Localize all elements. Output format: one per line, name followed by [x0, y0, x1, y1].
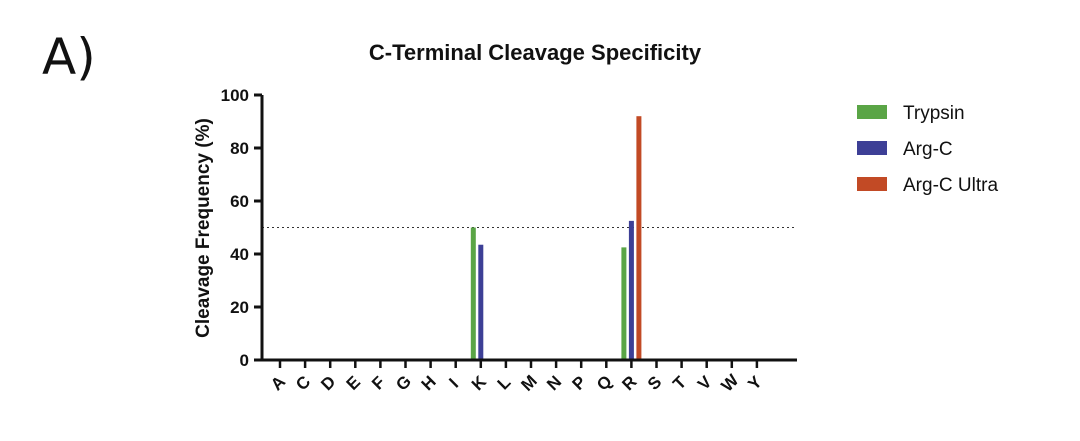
x-tick-label-p: P	[569, 372, 590, 393]
x-tick-label-a: A	[267, 372, 289, 394]
bar-arg-c-k	[478, 244, 484, 360]
y-axis-label: Cleavage Frequency (%)	[193, 118, 214, 338]
x-tick-label-q: Q	[593, 372, 616, 395]
x-tick-label-f: F	[368, 373, 389, 394]
legend-label-trypsin: Trypsin	[903, 103, 965, 124]
x-tick-label-v: V	[694, 372, 716, 394]
bar-trypsin-r	[621, 247, 627, 360]
legend-swatch-arg-c-ultra	[857, 177, 887, 191]
legend-label-arg-c: Arg-C	[903, 139, 953, 160]
x-tick-label-c: C	[292, 372, 314, 394]
y-tick-label-80: 80	[230, 139, 249, 158]
x-tick-label-h: H	[418, 372, 440, 394]
chart-title: C-Terminal Cleavage Specificity	[369, 40, 702, 65]
x-tick-label-l: L	[494, 373, 515, 394]
x-tick-label-d: D	[317, 372, 339, 394]
x-tick-label-g: G	[392, 372, 415, 395]
bar-arg-c-r	[628, 220, 634, 360]
y-tick-label-100: 100	[221, 86, 249, 105]
x-tick-label-y: Y	[744, 372, 766, 394]
y-tick-label-20: 20	[230, 298, 249, 317]
bar-trypsin-k	[470, 227, 476, 360]
y-tick-label-60: 60	[230, 192, 249, 211]
x-tick-label-k: K	[468, 372, 491, 395]
legend-swatch-arg-c	[857, 141, 887, 155]
x-tick-label-r: R	[618, 372, 640, 394]
panel-label: A)	[42, 28, 96, 86]
plot-area: 0 20 40 60 80 100 A C D E F G H I K L M N P Q R S T V W Y	[221, 86, 797, 396]
x-tick-label-m: M	[517, 371, 540, 394]
x-tick-label-t: T	[669, 372, 690, 393]
x-tick-label-s: S	[644, 372, 665, 393]
legend-swatch-trypsin	[857, 105, 887, 119]
y-tick-label-40: 40	[230, 245, 249, 264]
legend-label-arg-c-ultra: Arg-C Ultra	[903, 175, 998, 196]
y-tick-label-0: 0	[240, 351, 249, 370]
bar-arg-c-ultra-r	[636, 116, 642, 360]
x-tick-label-n: N	[543, 372, 565, 394]
x-tick-label-w: W	[718, 370, 743, 395]
legend: Trypsin Arg-C Arg-C Ultra	[857, 103, 998, 196]
x-tick-label-i: I	[445, 375, 462, 392]
x-tick-label-e: E	[343, 372, 364, 393]
